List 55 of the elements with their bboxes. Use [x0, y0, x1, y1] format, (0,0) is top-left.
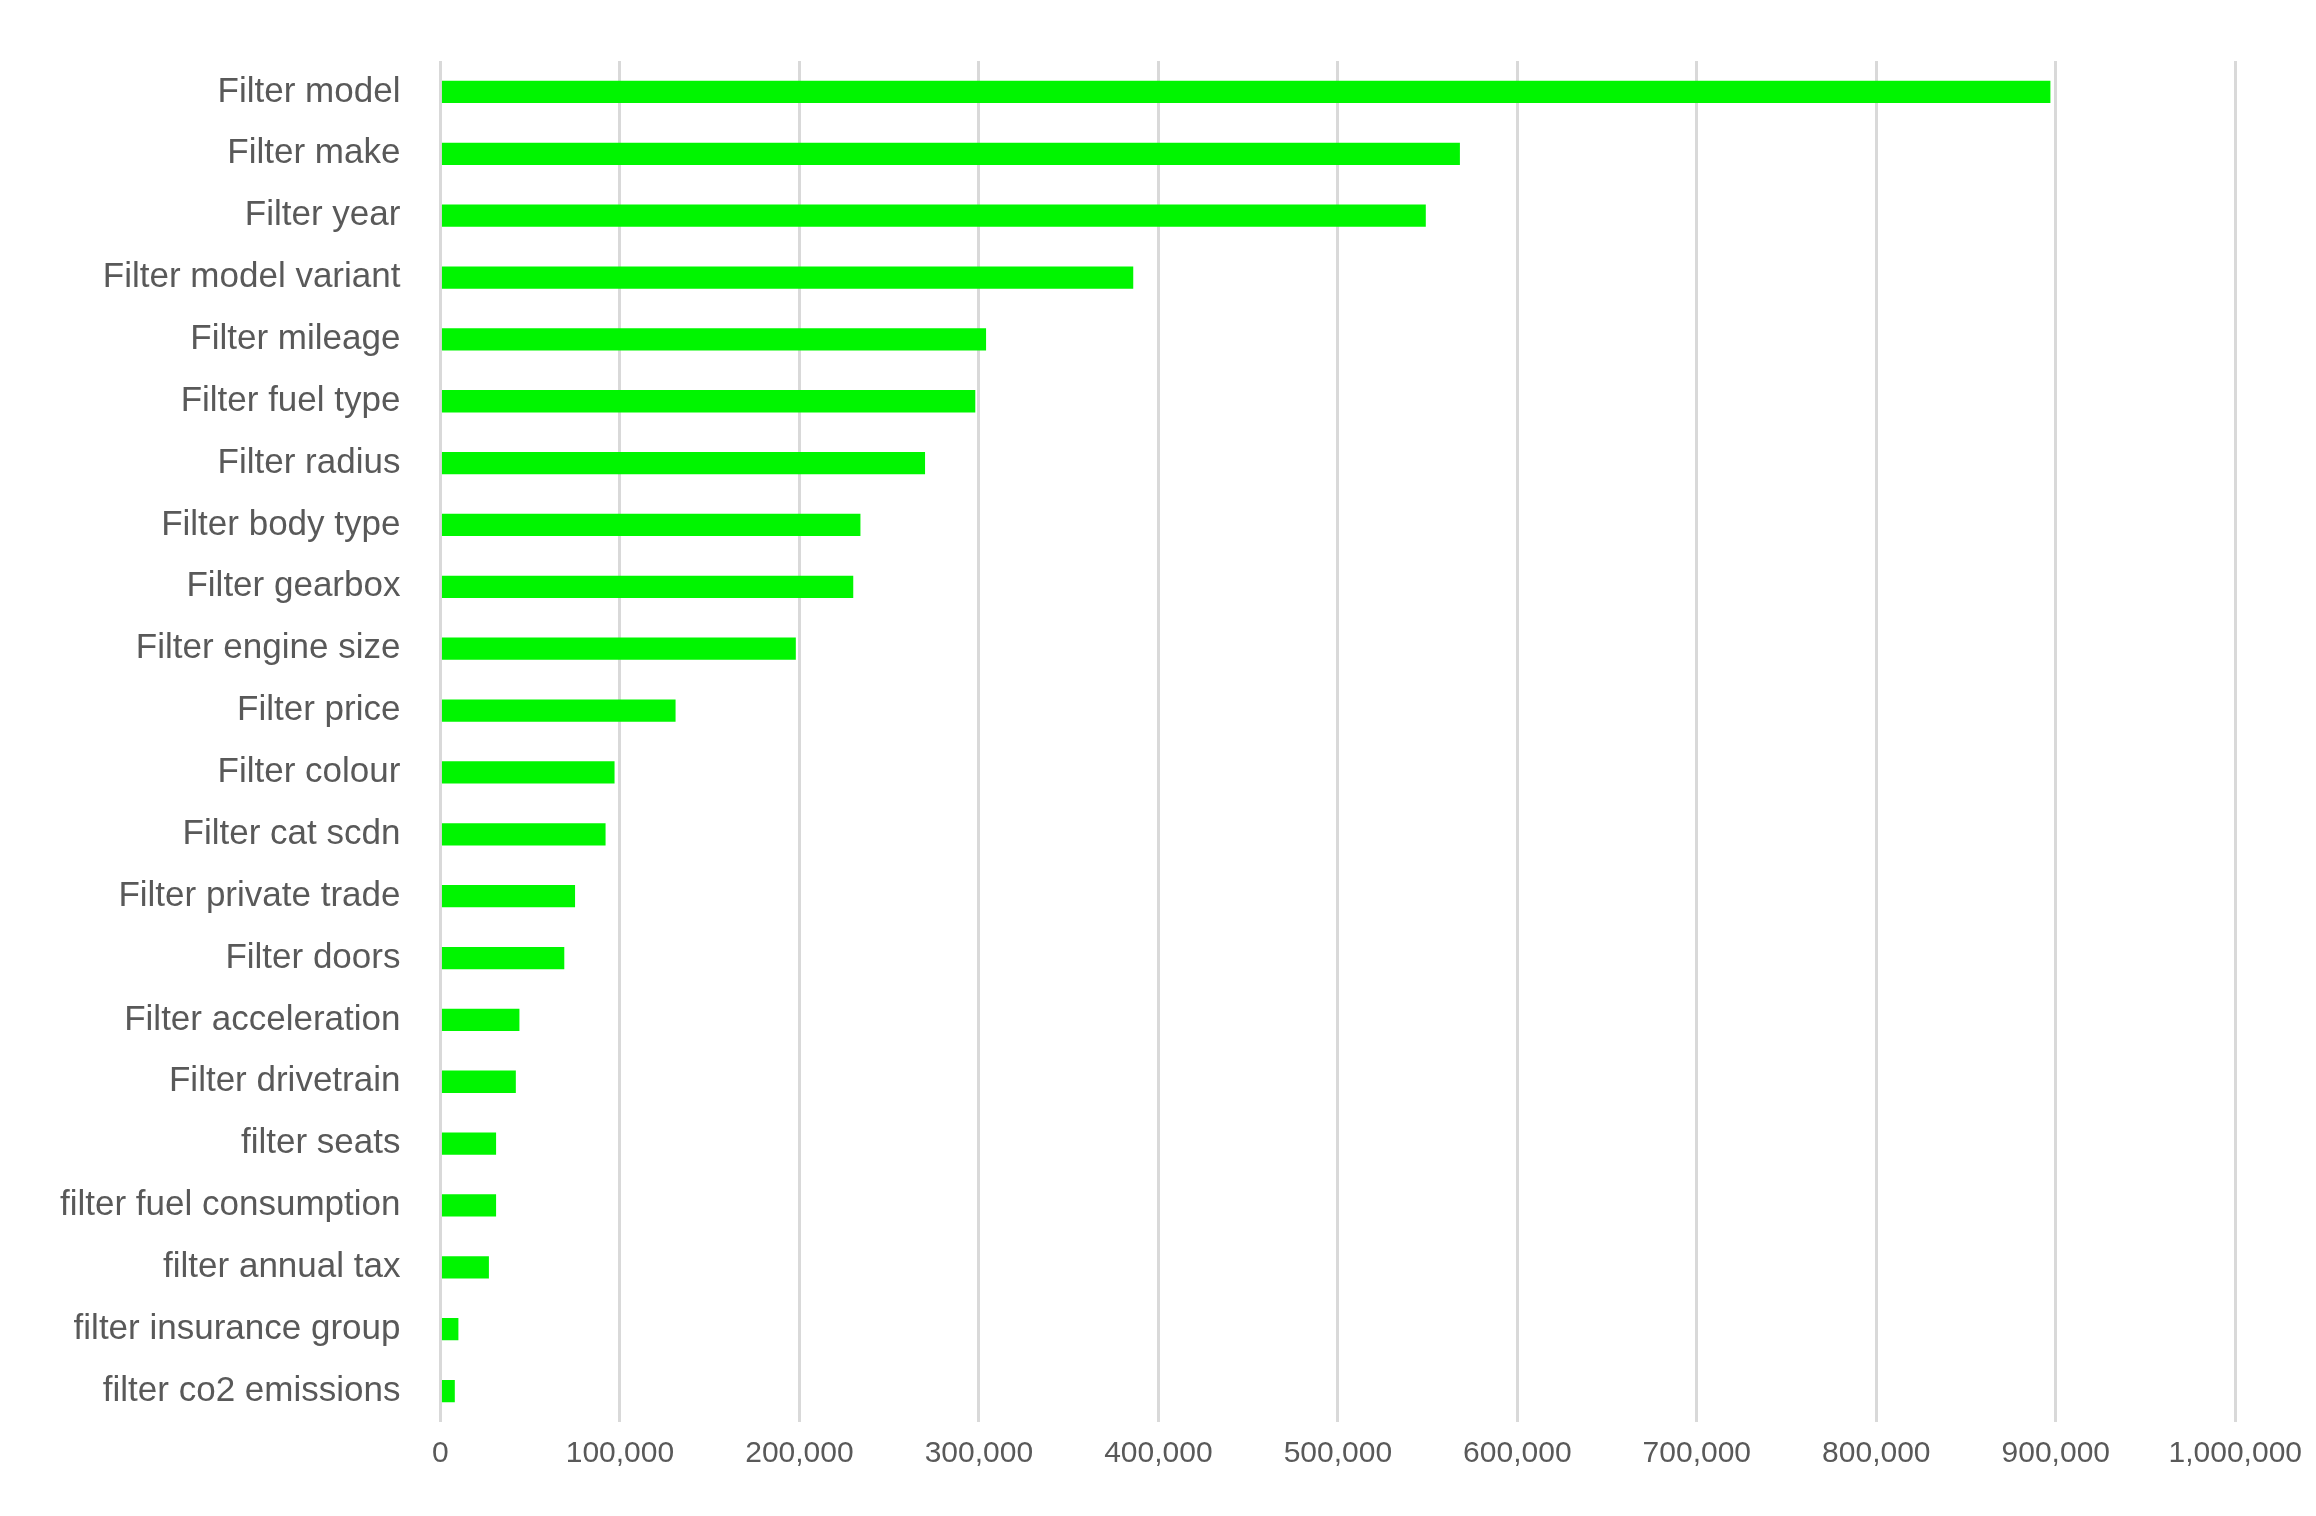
y-tick-label: Filter fuel type: [180, 378, 401, 418]
y-tick-label: Filter doors: [225, 935, 401, 975]
x-tick-label: 800,000: [1822, 1435, 1931, 1469]
bar: [441, 142, 1460, 165]
y-tick-label: Filter price: [237, 688, 401, 728]
bar: [441, 328, 987, 351]
bar: [441, 823, 606, 846]
bar: [441, 266, 1134, 289]
y-tick-label: filter fuel consumption: [59, 1183, 401, 1223]
y-tick-label: filter co2 emissions: [102, 1368, 401, 1408]
y-tick-label: Filter model: [217, 69, 401, 109]
x-tick-label: 100,000: [565, 1435, 675, 1469]
bar: [441, 761, 615, 784]
y-tick-label: filter annual tax: [163, 1245, 401, 1284]
bar: [441, 390, 976, 413]
bar: [441, 699, 676, 722]
x-tick-label: 500,000: [1283, 1435, 1393, 1469]
bar: [441, 885, 576, 908]
x-tick-label: 700,000: [1642, 1435, 1752, 1469]
y-tick-label: Filter drivetrain: [168, 1059, 401, 1099]
bar: [441, 1256, 489, 1279]
bar: [441, 80, 2051, 104]
y-tick-label: Filter gearbox: [186, 564, 401, 604]
y-tick-label: filter insurance group: [73, 1306, 401, 1346]
y-tick-label: Filter engine size: [135, 626, 401, 666]
y-tick-label: Filter body type: [161, 502, 401, 542]
bar: [441, 1318, 459, 1341]
y-tick-label: Filter cat scdn: [182, 811, 401, 851]
y-tick-label: Filter radius: [217, 440, 401, 480]
bar: [441, 513, 861, 537]
bar: [441, 451, 926, 475]
y-tick-label: filter seats: [240, 1121, 401, 1161]
y-tick-label: Filter year: [244, 193, 401, 233]
bar: [441, 637, 796, 660]
x-tick-label: 0: [432, 1435, 449, 1469]
bar: [441, 1379, 455, 1403]
bar: [441, 946, 565, 970]
x-tick-label: 1,000,000: [2168, 1435, 2302, 1469]
bar: [441, 1194, 497, 1217]
x-tick-label: 400,000: [1104, 1435, 1213, 1469]
x-tick-label: 300,000: [924, 1435, 1034, 1469]
y-tick-label: Filter colour: [217, 750, 401, 790]
y-tick-label: Filter private trade: [118, 873, 401, 913]
y-tick-label: Filter model variant: [102, 255, 401, 295]
x-tick-label: 200,000: [745, 1435, 854, 1469]
bar: [441, 1132, 497, 1155]
bar: [441, 1008, 520, 1032]
x-tick-label: 900,000: [2001, 1435, 2111, 1469]
y-tick-label: Filter acceleration: [124, 997, 401, 1037]
y-tick-label: Filter make: [227, 131, 401, 171]
y-tick-label: Filter mileage: [190, 317, 401, 357]
bar: [441, 575, 854, 598]
bar: [441, 204, 1426, 227]
x-tick-label: 600,000: [1463, 1435, 1572, 1469]
bar: [441, 1070, 516, 1093]
